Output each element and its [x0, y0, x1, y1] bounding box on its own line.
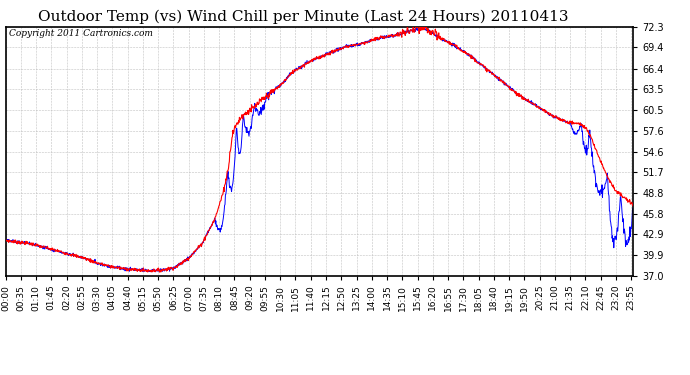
Text: Copyright 2011 Cartronics.com: Copyright 2011 Cartronics.com [9, 30, 152, 39]
Text: Outdoor Temp (vs) Wind Chill per Minute (Last 24 Hours) 20110413: Outdoor Temp (vs) Wind Chill per Minute … [39, 9, 569, 24]
